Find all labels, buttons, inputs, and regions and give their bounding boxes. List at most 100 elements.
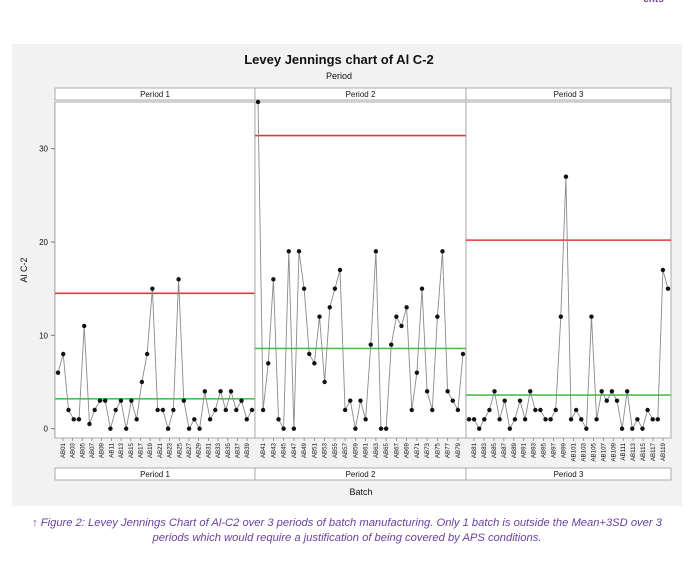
x-tick-label: AB21	[157, 442, 164, 458]
data-point	[332, 286, 338, 291]
data-point	[192, 417, 197, 422]
data-point	[291, 426, 297, 431]
y-tick-label: 20	[39, 238, 48, 247]
x-tick-label: AB79	[455, 442, 462, 458]
data-point	[450, 398, 455, 403]
period-footer-label: Period 1	[140, 470, 170, 479]
data-point	[517, 398, 523, 403]
y-tick-label: 0	[44, 425, 49, 434]
data-point	[271, 277, 276, 282]
x-tick-label: AB15	[128, 442, 135, 458]
data-point	[134, 417, 139, 422]
data-point	[234, 407, 239, 413]
x-tick-label: AB105	[590, 442, 597, 461]
corner-text-fragment: ents	[643, 0, 664, 5]
figure-caption: ↑ Figure 2: Levey Jennings Chart of Al-C…	[32, 517, 662, 544]
series-line	[469, 176, 669, 431]
x-tick-label: AB95	[541, 442, 548, 458]
x-tick-label: AB45	[281, 442, 288, 458]
data-point	[249, 407, 255, 413]
data-point	[383, 426, 389, 431]
data-point	[348, 398, 353, 403]
x-tick-label: AB73	[424, 442, 431, 458]
y-axis-label: Al C-2	[19, 257, 29, 282]
x-tick-label: AB51	[311, 442, 318, 458]
x-tick-label: AB39	[244, 442, 251, 458]
data-point	[55, 370, 61, 375]
x-tick-label: AB01	[60, 442, 67, 458]
data-point	[573, 407, 579, 413]
x-tick-label: AB69	[404, 442, 411, 458]
x-tick-label: AB75	[434, 442, 441, 458]
data-point	[322, 379, 327, 385]
data-point	[228, 389, 234, 394]
data-point	[538, 407, 543, 413]
data-point	[435, 314, 440, 319]
data-point	[181, 398, 187, 403]
x-tick-label: AB97	[551, 442, 558, 458]
x-tick-label: AB91	[521, 442, 528, 458]
period-plot-area	[465, 101, 672, 439]
period-plot-area	[254, 101, 467, 439]
data-point	[358, 398, 363, 403]
data-point	[528, 389, 533, 394]
x-tick-label: AB55	[332, 442, 339, 458]
data-point	[113, 407, 118, 413]
data-point	[553, 407, 558, 413]
data-point	[497, 417, 502, 422]
data-point	[460, 351, 466, 357]
data-point	[92, 407, 97, 413]
data-point	[144, 351, 150, 357]
x-tick-label: AB17	[137, 442, 144, 458]
data-point	[604, 398, 609, 403]
data-point	[155, 407, 160, 413]
data-point	[502, 398, 507, 403]
data-point	[589, 314, 594, 319]
data-point	[87, 421, 92, 427]
y-tick-label: 10	[39, 331, 48, 340]
data-point	[614, 398, 620, 403]
data-point	[129, 398, 134, 403]
x-tick-label: AB119	[660, 442, 667, 461]
data-point	[176, 277, 181, 282]
x-tick-label: AB113	[630, 442, 637, 461]
data-point	[123, 426, 129, 431]
x-tick-label: AB11	[108, 442, 115, 457]
x-tick-label: AB23	[167, 442, 174, 458]
data-point	[594, 417, 599, 422]
data-point	[492, 389, 497, 394]
period-header-strip	[465, 87, 672, 101]
data-point	[507, 426, 513, 431]
data-point	[630, 426, 635, 431]
data-point	[197, 426, 202, 431]
x-tick-label: AB63	[373, 442, 380, 458]
data-point	[599, 389, 604, 394]
data-point	[579, 417, 584, 422]
data-point	[635, 417, 640, 422]
x-tick-label: AB107	[600, 442, 607, 461]
data-point	[317, 314, 322, 319]
data-point	[619, 426, 625, 431]
x-tick-label: AB31	[205, 442, 212, 458]
data-point	[404, 305, 409, 310]
x-tick-label: AB81	[471, 442, 478, 458]
data-point	[239, 398, 244, 403]
data-point	[337, 267, 343, 273]
x-tick-label: AB83	[481, 442, 488, 458]
data-point	[477, 426, 482, 431]
data-point	[512, 417, 518, 422]
x-tick-label: AB111	[620, 442, 627, 460]
period-header-label: Period 1	[140, 90, 170, 99]
data-point	[61, 351, 66, 357]
x-tick-label: AB43	[270, 442, 277, 458]
chart-title: Levey Jennings chart of Al C-2	[244, 52, 434, 67]
period-header-label: Period 3	[554, 90, 584, 99]
x-tick-label: AB65	[383, 442, 390, 458]
data-point	[624, 389, 630, 394]
x-tick-label: AB25	[176, 442, 183, 458]
data-point	[260, 407, 266, 413]
data-point	[82, 323, 87, 329]
x-tick-label: AB61	[363, 442, 370, 458]
period-footer-strip	[465, 467, 672, 481]
x-tick-label: AB27	[186, 442, 193, 458]
